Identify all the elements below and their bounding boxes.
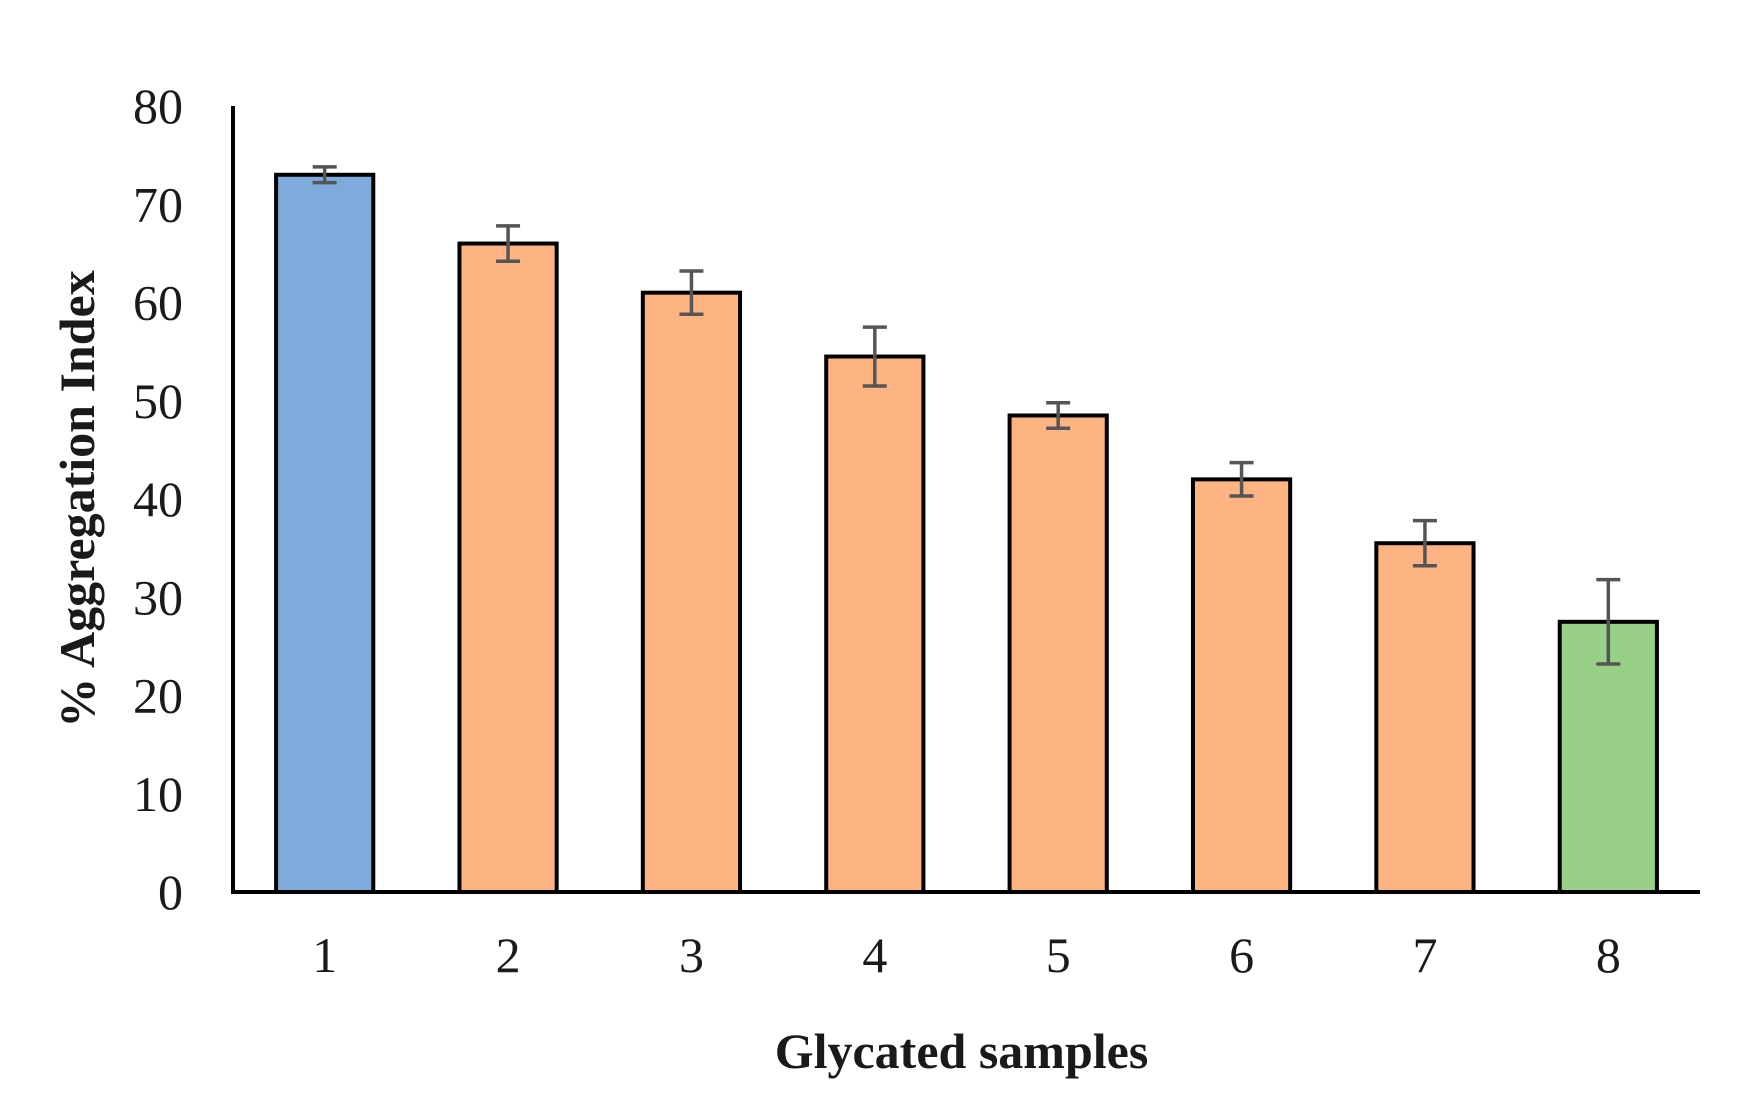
bar [1374,541,1476,895]
x-tick-label: 5 [1046,927,1071,983]
y-tick-label: 60 [133,275,183,331]
bar [1190,477,1293,894]
y-tick-label: 30 [133,569,183,625]
bar [457,241,559,895]
x-tick-label: 2 [496,927,521,983]
error-bars [312,165,1621,666]
x-axis-ticks: 1 2 3 4 5 6 7 8 [312,927,1621,983]
bar [1007,413,1109,894]
bars [274,172,1659,895]
bar [274,172,376,894]
y-axis-ticks: 0 10 20 30 40 50 60 70 80 [133,78,183,920]
x-tick-label: 8 [1596,927,1621,983]
y-tick-label: 70 [133,176,183,232]
x-tick-label: 4 [862,927,887,983]
y-tick-label: 10 [133,766,183,822]
y-axis-title: % Aggregation Index [49,270,105,727]
bar [824,354,926,895]
y-tick-label: 20 [133,668,183,724]
bar [640,290,743,894]
x-tick-label: 1 [312,927,337,983]
x-axis-title: Glycated samples [775,1023,1149,1079]
y-tick-label: 50 [133,373,183,429]
x-tick-label: 3 [679,927,704,983]
y-tick-label: 80 [133,78,183,134]
x-tick-label: 7 [1412,927,1437,983]
x-tick-label: 6 [1229,927,1254,983]
y-tick-label: 40 [133,471,183,527]
bar [1557,619,1659,894]
y-tick-label: 0 [158,864,183,920]
